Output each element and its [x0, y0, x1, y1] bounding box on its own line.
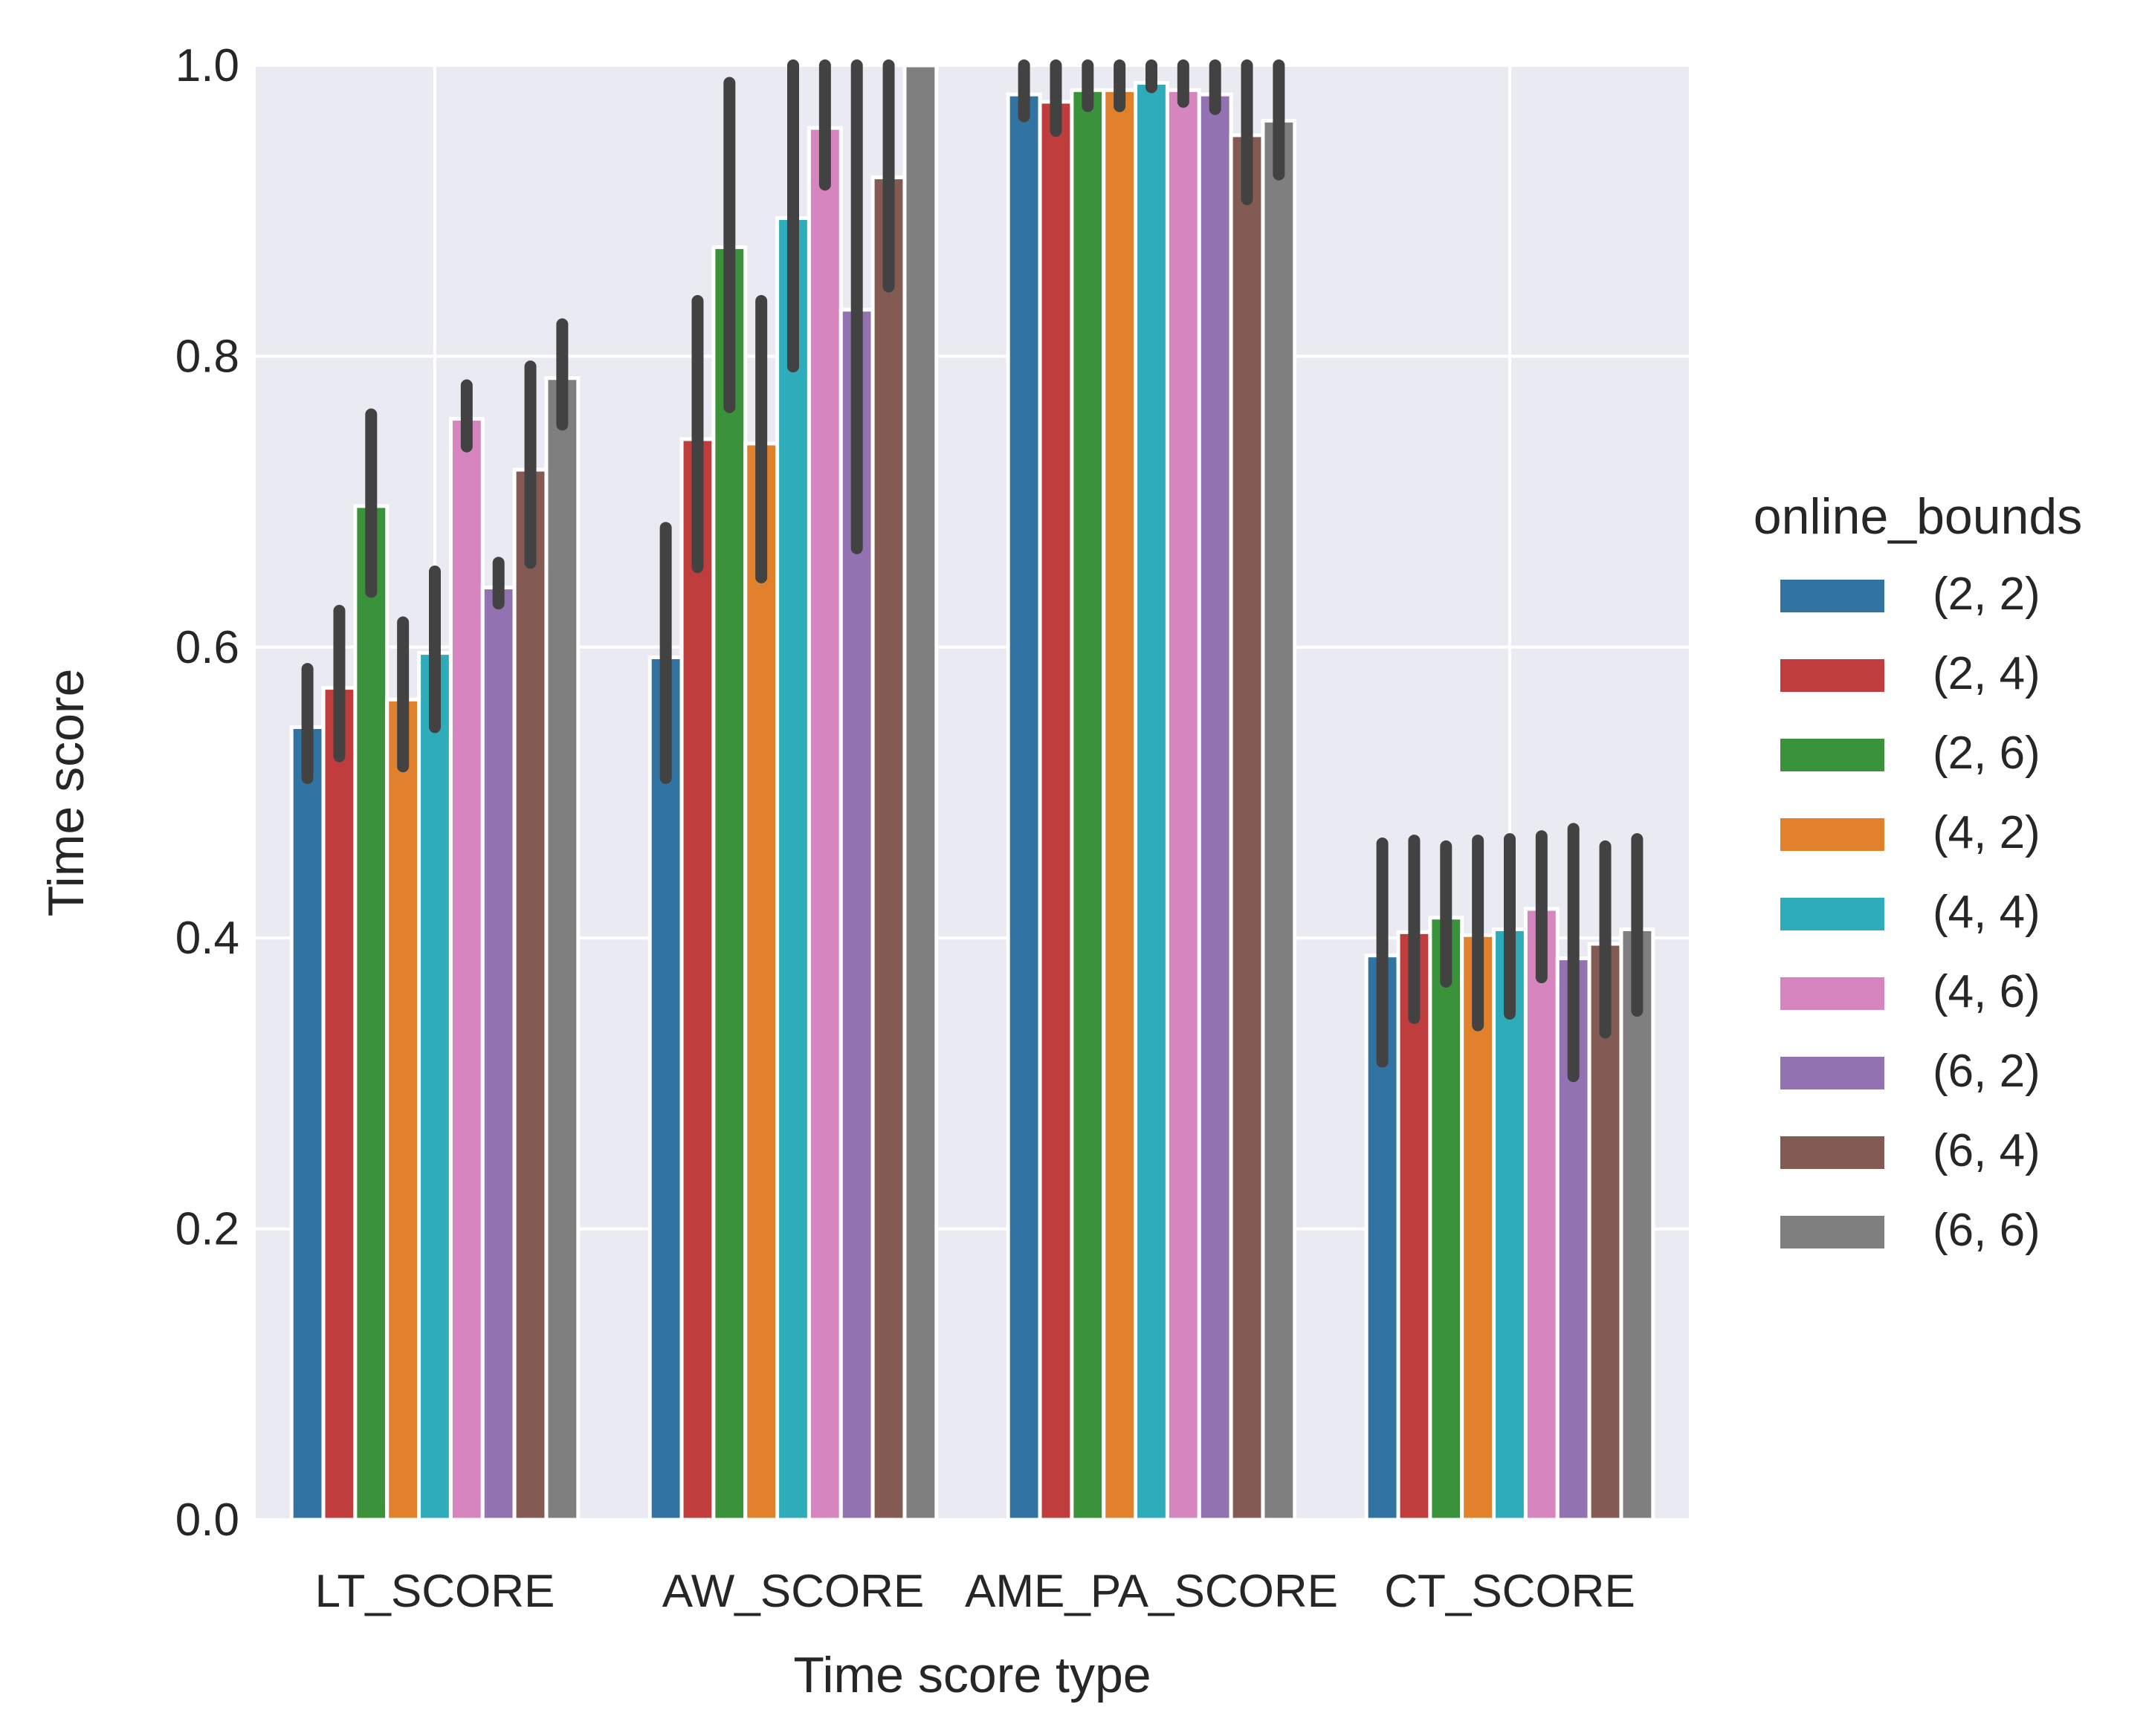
- bar: [1134, 80, 1169, 1522]
- bar: [1102, 88, 1138, 1522]
- bar: [1261, 118, 1297, 1522]
- legend-swatch: [1780, 1057, 1884, 1089]
- legend-label: (6, 6): [1933, 1205, 2040, 1256]
- bar: [1587, 942, 1623, 1522]
- bar: [679, 437, 716, 1522]
- bar: [1428, 916, 1464, 1522]
- x-tick-labels: LT_SCORE AW_SCORE AME_PA_SCORE CT_SCORE: [315, 1566, 1635, 1617]
- x-tick-label: AW_SCORE: [662, 1566, 925, 1617]
- legend-swatch: [1780, 818, 1884, 851]
- bar: [480, 586, 517, 1522]
- legend-label: (2, 4): [1933, 648, 2040, 699]
- bar: [1197, 92, 1233, 1522]
- legend-swatch: [1780, 1216, 1884, 1248]
- legend-swatch: [1780, 977, 1884, 1010]
- legend-label: (2, 6): [1933, 728, 2040, 779]
- bar: [321, 686, 358, 1522]
- bar: [711, 245, 748, 1522]
- legend: online_bounds (2, 2) (2, 4) (2, 6) (4, 2) (4…: [1754, 488, 2082, 1256]
- bar: [1523, 907, 1560, 1522]
- bar: [1006, 92, 1042, 1522]
- y-tick-labels: 0.0 0.2 0.4 0.6 0.8 1.0: [175, 40, 239, 1546]
- x-tick-label: AME_PA_SCORE: [965, 1566, 1338, 1617]
- bar: [1070, 88, 1106, 1522]
- x-axis-label: Time score type: [793, 1647, 1151, 1703]
- error-bars: [301, 59, 1644, 1083]
- legend-label: (6, 2): [1933, 1046, 2040, 1097]
- legend-label: (6, 4): [1933, 1125, 2040, 1176]
- legend-label: (4, 4): [1933, 887, 2040, 938]
- legend-swatch: [1780, 1136, 1884, 1169]
- legend-label: (2, 2): [1933, 569, 2040, 620]
- bar: [902, 63, 939, 1522]
- y-tick-label: 0.0: [175, 1494, 239, 1546]
- bar: [870, 175, 907, 1522]
- legend-label: (4, 2): [1933, 807, 2040, 858]
- legend-swatch: [1780, 898, 1884, 930]
- y-tick-label: 0.8: [175, 331, 239, 382]
- bars: [289, 63, 1655, 1522]
- bar: [544, 376, 581, 1522]
- bar: [775, 216, 811, 1522]
- y-tick-label: 1.0: [175, 40, 239, 91]
- legend-title: online_bounds: [1754, 488, 2082, 545]
- bar: [743, 441, 780, 1522]
- legend-swatch: [1780, 739, 1884, 771]
- bar: [385, 697, 421, 1522]
- y-tick-label: 0.2: [175, 1204, 239, 1255]
- legend-label: (4, 6): [1933, 966, 2040, 1017]
- y-tick-label: 0.6: [175, 622, 239, 673]
- legend-swatch: [1780, 659, 1884, 692]
- bar: [1165, 88, 1201, 1522]
- bar: [1619, 927, 1655, 1522]
- bar: [448, 417, 485, 1522]
- y-axis-label: Time score: [38, 669, 94, 917]
- legend-swatch: [1780, 580, 1884, 612]
- bar: [647, 655, 684, 1522]
- y-tick-label: 0.4: [175, 913, 239, 964]
- bar: [417, 651, 453, 1522]
- bar: [1038, 100, 1074, 1522]
- bar: [289, 725, 326, 1522]
- x-tick-label: LT_SCORE: [315, 1566, 555, 1617]
- bar: [807, 126, 843, 1522]
- bar: [512, 467, 549, 1522]
- x-tick-label: CT_SCORE: [1384, 1566, 1635, 1617]
- bar: [353, 504, 390, 1522]
- bar: [1229, 133, 1265, 1522]
